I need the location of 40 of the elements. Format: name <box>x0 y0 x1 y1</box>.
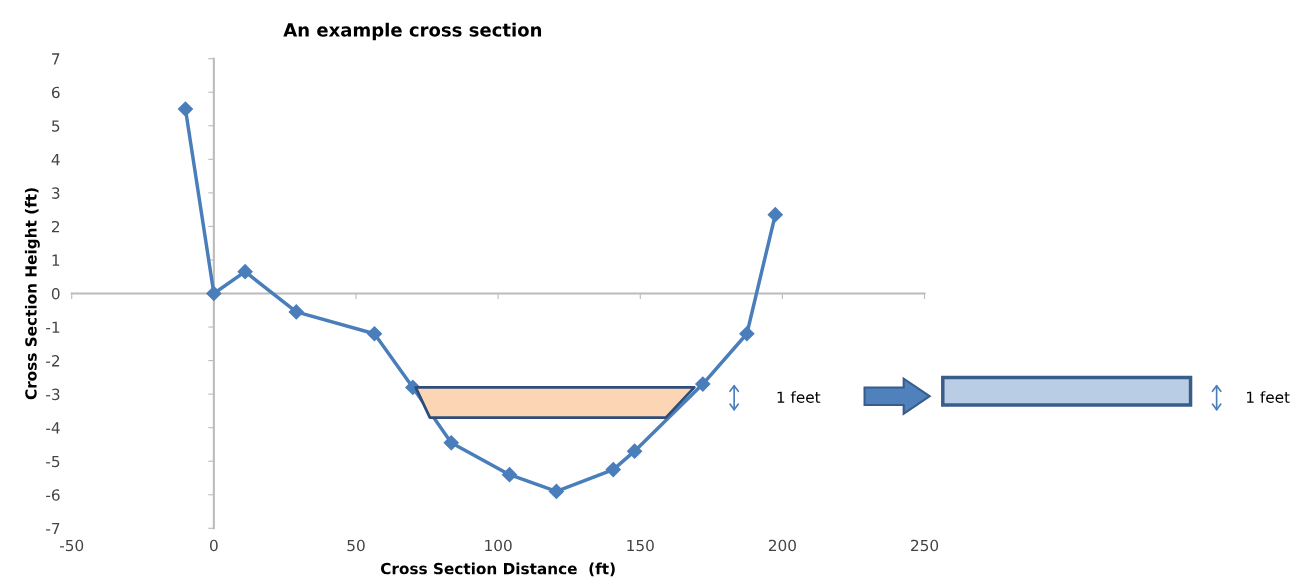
y-tick-label: -3 <box>46 388 60 401</box>
point <box>366 326 383 342</box>
x-tick-label: 200 <box>768 539 796 552</box>
y-tick-label: 5 <box>52 120 60 132</box>
point <box>501 467 518 483</box>
y-tick-label: 1 <box>52 254 60 266</box>
y-tick-label: -7 <box>46 522 60 535</box>
y-tick-label: 2 <box>52 220 60 233</box>
point <box>627 443 643 459</box>
point <box>288 304 304 320</box>
point <box>177 101 193 117</box>
y-tick-label: 7 <box>52 53 60 65</box>
point <box>206 285 222 302</box>
y-tick-label: 6 <box>51 86 60 99</box>
y-tick-label: 4 <box>51 153 60 166</box>
x-tick-label: 250 <box>911 539 939 552</box>
point <box>739 326 755 342</box>
point <box>237 264 253 280</box>
point <box>548 483 564 499</box>
point <box>443 435 459 451</box>
point <box>695 376 711 392</box>
x-tick-label: -50 <box>59 539 84 552</box>
point <box>605 462 621 478</box>
x-tick-label: 0 <box>210 539 218 552</box>
x-axis-title: Cross Section Distance (ft) <box>380 562 615 577</box>
x-tick-label: 150 <box>627 539 654 552</box>
y-tick-label: -6 <box>46 489 60 501</box>
y-tick-label: -4 <box>46 422 60 434</box>
point <box>767 207 783 223</box>
y-tick-label: 3 <box>52 187 60 199</box>
y-tick-label: 0 <box>51 287 60 300</box>
y-tick-label: -5 <box>46 455 60 468</box>
text: 1 feet <box>1247 391 1290 404</box>
x-tick-label: 100 <box>485 539 512 552</box>
y-tick-label: -2 <box>46 355 60 367</box>
y-tick-label: -1 <box>46 321 60 333</box>
chart-title: An example cross section <box>283 22 542 41</box>
x-tick-label: 50 <box>347 539 365 552</box>
y-axis-title: Cross Section Height (ft) <box>24 188 40 400</box>
annotation: 1 feet <box>777 391 821 404</box>
